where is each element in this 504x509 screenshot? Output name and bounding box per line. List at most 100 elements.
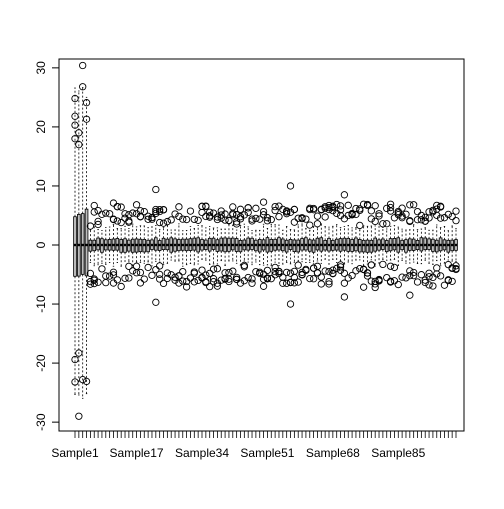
outlier-point bbox=[410, 268, 418, 277]
outlier-point bbox=[82, 115, 91, 123]
outlier-point bbox=[286, 300, 295, 308]
outlier-point bbox=[306, 274, 314, 283]
outlier-point bbox=[325, 201, 333, 210]
outlier-point bbox=[256, 268, 264, 276]
outlier-point bbox=[152, 185, 160, 194]
outlier-point bbox=[263, 274, 272, 282]
outlier-point bbox=[252, 214, 260, 223]
outlier-point bbox=[325, 277, 333, 286]
outlier-point bbox=[406, 201, 414, 209]
outlier-point bbox=[102, 272, 110, 280]
box-sample-23 bbox=[156, 205, 164, 283]
outlier-point bbox=[263, 266, 272, 275]
outlier-point bbox=[433, 201, 441, 210]
outlier-point bbox=[240, 263, 248, 271]
outlier-point bbox=[117, 218, 125, 227]
outlier-point bbox=[117, 282, 125, 291]
outlier-point bbox=[129, 209, 137, 217]
outlier-point bbox=[367, 261, 375, 269]
outlier-point bbox=[221, 210, 229, 218]
outlier-point bbox=[421, 278, 429, 287]
outlier-point bbox=[263, 217, 272, 225]
outlier-point bbox=[105, 272, 114, 280]
outlier-point bbox=[259, 275, 268, 283]
box-sample-52 bbox=[267, 215, 275, 283]
outlier-point bbox=[390, 263, 399, 272]
outlier-point bbox=[386, 278, 395, 286]
outlier-point bbox=[198, 208, 206, 217]
outlier-point bbox=[71, 121, 79, 129]
outlier-point bbox=[209, 277, 218, 286]
outlier-point bbox=[306, 204, 314, 212]
box-sample-15 bbox=[125, 211, 133, 282]
outlier-point bbox=[244, 208, 252, 217]
outlier-point bbox=[413, 207, 422, 216]
outlier-point bbox=[109, 268, 118, 276]
outlier-point bbox=[359, 283, 368, 291]
box-sample-83 bbox=[386, 200, 395, 286]
outlier-point bbox=[336, 206, 345, 214]
outlier-point bbox=[402, 274, 410, 282]
outlier-point bbox=[159, 279, 168, 288]
outlier-point bbox=[152, 298, 160, 306]
outlier-point bbox=[398, 204, 406, 212]
outlier-point bbox=[90, 208, 98, 216]
outlier-point bbox=[71, 378, 79, 386]
outlier-point bbox=[306, 221, 314, 229]
box-sample-32 bbox=[190, 215, 198, 286]
outlier-point bbox=[271, 263, 279, 272]
outlier-point bbox=[94, 206, 102, 215]
outlier-point bbox=[352, 210, 360, 219]
outlier-point bbox=[125, 262, 133, 271]
box-sample-39 bbox=[217, 207, 225, 284]
outlier-point bbox=[363, 272, 372, 280]
box-sample-51 bbox=[263, 214, 272, 283]
outlier-point bbox=[167, 271, 175, 279]
outlier-point bbox=[109, 215, 118, 224]
y-tick-label: 10 bbox=[34, 179, 48, 193]
outlier-point bbox=[102, 209, 110, 217]
outlier-point bbox=[236, 213, 245, 221]
outlier-point bbox=[309, 206, 318, 214]
outlier-point bbox=[329, 266, 337, 274]
outlier-point bbox=[359, 200, 368, 208]
box-sample-42 bbox=[229, 203, 237, 275]
box-sample-46 bbox=[244, 204, 252, 282]
outlier-point bbox=[367, 207, 375, 215]
box-sample-24 bbox=[159, 205, 168, 288]
outlier-point bbox=[356, 205, 364, 213]
box bbox=[365, 239, 370, 253]
outlier-point bbox=[175, 203, 183, 211]
outlier-point bbox=[363, 201, 372, 210]
outlier-point bbox=[283, 268, 291, 277]
outlier-point bbox=[98, 210, 106, 218]
outlier-point bbox=[436, 203, 445, 211]
box-sample-9 bbox=[102, 209, 110, 287]
outlier-point bbox=[94, 278, 102, 286]
box-sample-11 bbox=[109, 199, 118, 287]
box-sample-22 bbox=[152, 205, 160, 274]
outlier-point bbox=[163, 269, 172, 277]
outlier-point bbox=[406, 291, 414, 299]
outlier-point bbox=[94, 217, 102, 226]
outlier-point bbox=[217, 211, 225, 219]
outlier-point bbox=[375, 212, 383, 220]
outlier-point bbox=[421, 213, 429, 221]
outlier-point bbox=[417, 271, 426, 279]
outlier-point bbox=[90, 279, 98, 288]
box-sample-29 bbox=[179, 215, 187, 285]
outlier-point bbox=[244, 204, 252, 212]
boxes-layer bbox=[71, 61, 460, 420]
outlier-point bbox=[229, 267, 237, 275]
outlier-point bbox=[175, 279, 183, 287]
outlier-point bbox=[286, 278, 295, 286]
outlier-point bbox=[259, 198, 268, 206]
box-sample-90 bbox=[413, 207, 422, 286]
outlier-point bbox=[325, 280, 333, 288]
outlier-point bbox=[156, 262, 164, 270]
outlier-point bbox=[163, 217, 172, 226]
outlier-point bbox=[117, 203, 125, 211]
y-tick-label: 20 bbox=[34, 120, 48, 134]
box-sample-18 bbox=[136, 207, 145, 287]
